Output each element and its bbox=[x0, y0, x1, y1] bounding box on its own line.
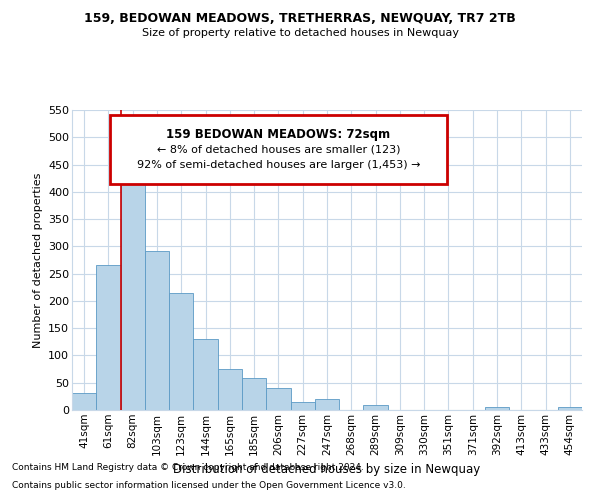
Text: 159 BEDOWAN MEADOWS: 72sqm: 159 BEDOWAN MEADOWS: 72sqm bbox=[166, 128, 391, 141]
Bar bbox=[193, 339, 218, 410]
Bar bbox=[266, 388, 290, 410]
Bar bbox=[96, 266, 121, 410]
Bar bbox=[485, 408, 509, 410]
X-axis label: Distribution of detached houses by size in Newquay: Distribution of detached houses by size … bbox=[173, 463, 481, 476]
Bar bbox=[558, 408, 582, 410]
FancyBboxPatch shape bbox=[110, 114, 447, 184]
Bar bbox=[242, 378, 266, 410]
Text: Contains HM Land Registry data © Crown copyright and database right 2024.: Contains HM Land Registry data © Crown c… bbox=[12, 464, 364, 472]
Bar bbox=[315, 399, 339, 410]
Text: 159, BEDOWAN MEADOWS, TRETHERRAS, NEWQUAY, TR7 2TB: 159, BEDOWAN MEADOWS, TRETHERRAS, NEWQUA… bbox=[84, 12, 516, 26]
Bar bbox=[218, 368, 242, 410]
Bar bbox=[169, 292, 193, 410]
Bar bbox=[72, 392, 96, 410]
Text: Size of property relative to detached houses in Newquay: Size of property relative to detached ho… bbox=[142, 28, 458, 38]
Y-axis label: Number of detached properties: Number of detached properties bbox=[32, 172, 43, 348]
Text: ← 8% of detached houses are smaller (123): ← 8% of detached houses are smaller (123… bbox=[157, 144, 400, 154]
Bar bbox=[290, 402, 315, 410]
Bar bbox=[145, 252, 169, 410]
Text: Contains public sector information licensed under the Open Government Licence v3: Contains public sector information licen… bbox=[12, 481, 406, 490]
Bar bbox=[121, 176, 145, 410]
Text: 92% of semi-detached houses are larger (1,453) →: 92% of semi-detached houses are larger (… bbox=[137, 160, 420, 170]
Bar bbox=[364, 404, 388, 410]
